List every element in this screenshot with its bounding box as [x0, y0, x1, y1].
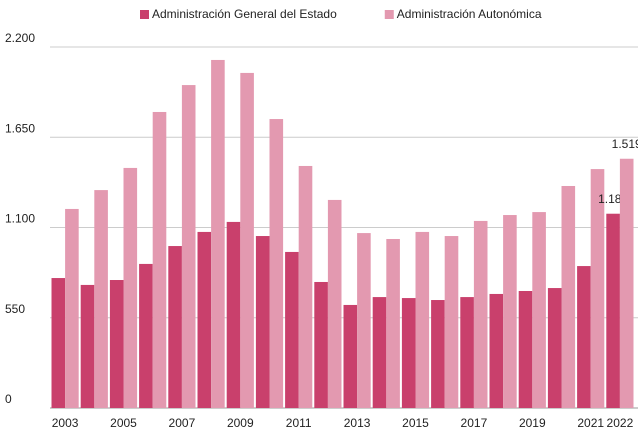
bar [65, 208, 79, 408]
x-tick-label: 2009 [227, 416, 254, 430]
bar [51, 278, 66, 408]
bar [139, 263, 153, 408]
y-tick-label: 0 [5, 392, 12, 406]
x-tick-label: 2021 [577, 416, 604, 430]
bar [109, 280, 124, 408]
bar [255, 236, 270, 408]
bar [518, 291, 533, 408]
bar [285, 251, 299, 408]
x-tick-label: 2007 [169, 416, 196, 430]
bar [372, 297, 387, 408]
legend-swatch [140, 10, 149, 19]
x-tick-label: 2022 [607, 416, 634, 430]
x-tick-label: 2013 [344, 416, 371, 430]
y-tick-label: 2.200 [5, 31, 35, 45]
bar [460, 297, 474, 408]
bar [590, 169, 605, 408]
bar [401, 298, 416, 408]
bar [532, 212, 546, 408]
bar [343, 304, 358, 408]
bar [503, 215, 517, 408]
bar [415, 231, 430, 408]
bar [606, 213, 620, 408]
bar [269, 119, 284, 408]
x-tick-label: 2005 [110, 416, 137, 430]
y-tick-label: 550 [5, 302, 25, 316]
bar [619, 158, 634, 408]
bar [181, 85, 196, 408]
y-tick-label: 1.100 [5, 212, 35, 226]
legend-label: Administración Autonómica [397, 7, 542, 21]
bar [240, 72, 254, 408]
x-tick-label: 2019 [519, 416, 546, 430]
bar [314, 281, 328, 408]
x-tick-label: 2011 [286, 416, 312, 430]
bar [473, 220, 488, 408]
legend-label: Administración General del Estado [152, 7, 337, 21]
bar [197, 231, 212, 408]
bar [444, 236, 459, 408]
bar [298, 165, 313, 408]
bar [94, 190, 108, 408]
bar [577, 266, 591, 408]
bar [211, 59, 225, 408]
bar [226, 221, 241, 408]
bar [431, 300, 445, 408]
bar [357, 233, 371, 408]
bar [386, 238, 400, 408]
x-tick-label: 2015 [402, 416, 429, 430]
bar [123, 167, 138, 408]
bar [80, 284, 95, 408]
y-tick-label: 1.650 [5, 121, 35, 135]
legend-swatch [384, 10, 394, 19]
bar [327, 199, 342, 408]
data-label: 1.519 [612, 137, 638, 151]
x-tick-label: 2017 [461, 416, 488, 430]
x-tick-label: 2003 [52, 416, 79, 430]
bar [152, 111, 167, 408]
bar [561, 185, 576, 408]
bar [547, 288, 562, 408]
bar [489, 293, 504, 408]
bar [168, 246, 182, 408]
